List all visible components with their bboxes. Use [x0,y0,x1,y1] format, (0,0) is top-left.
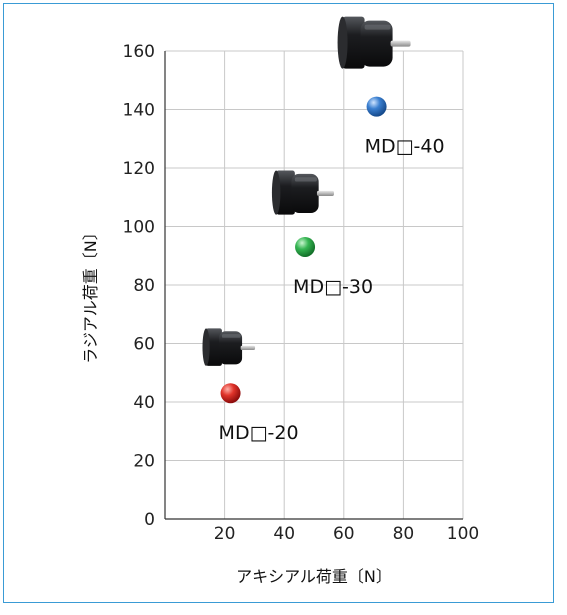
data-point-marker [220,383,241,404]
chart-frame [3,3,554,603]
x-axis-title: アキシアル荷重〔N〕 [236,567,392,586]
grid-lines [165,50,464,519]
y-tick-label: 100 [123,218,155,238]
x-tick-label: 60 [333,524,355,544]
data-points: MD□-20 MD□-30 MD□-40 [219,96,445,444]
gearmotor-icon [337,16,411,69]
y-tick-label: 160 [123,42,155,62]
data-point-marker [295,236,316,257]
y-tick-label: 40 [133,393,155,413]
data-point-marker [366,96,387,117]
y-tick-label: 140 [123,101,155,121]
x-tick-label: 40 [273,524,295,544]
axes: 0 20 40 60 80 100 120 140 160 20 40 60 80 100 [123,42,480,544]
y-tick-label: 80 [133,276,155,296]
x-tick-label: 20 [214,524,236,544]
x-tick-label: 100 [447,524,479,544]
gearmotor-icon [271,170,334,215]
y-tick-label: 120 [123,159,155,179]
gearmotor-images [202,16,411,366]
y-tick-label: 0 [144,510,155,530]
data-point-label: MD□-30 [293,276,373,298]
x-tick-label: 80 [393,524,415,544]
data-point-label: MD□-40 [365,136,445,158]
y-tick-label: 60 [133,335,155,355]
y-tick-label: 20 [133,452,155,472]
data-point-label: MD□-20 [219,422,299,444]
y-axis-title: ラジアル荷重〔N〕 [81,224,100,364]
gearmotor-icon [202,328,256,366]
